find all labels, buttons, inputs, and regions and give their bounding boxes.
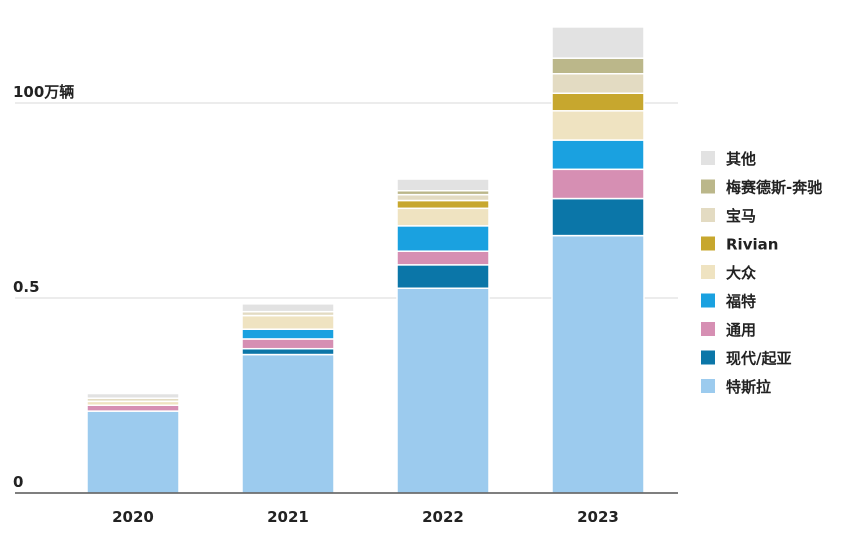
x-tick-label: 2021 (267, 508, 309, 526)
bar-segment (86, 404, 180, 412)
legend-swatch (701, 179, 715, 194)
bar-segment (551, 92, 645, 112)
bar-segment (551, 73, 645, 94)
bar-segment (551, 168, 645, 200)
legend-label: 通用 (726, 321, 756, 339)
legend-label: 梅赛德斯-奔驰 (726, 179, 822, 197)
legend-swatch (701, 379, 715, 393)
legend-swatch (701, 293, 715, 308)
legend-swatch (701, 350, 715, 365)
bar-segment (396, 207, 490, 227)
bar-segment (241, 303, 335, 313)
legend-label: 现代/起亚 (726, 350, 791, 368)
x-tick-label: 2023 (577, 508, 619, 526)
bar-segment (241, 314, 335, 330)
legend-label: 其他 (726, 150, 756, 168)
legend-label: 大众 (726, 264, 756, 282)
bar-segment (241, 353, 335, 494)
bar-segment (241, 347, 335, 356)
bar-segment (396, 193, 490, 202)
bar-segment (396, 225, 490, 252)
y-tick-label: 100万辆 (13, 83, 74, 101)
bar-segment (396, 199, 490, 210)
bar-segment (551, 197, 645, 237)
bar-segment (241, 338, 335, 350)
legend-label: 宝马 (726, 207, 756, 225)
x-tick-label: 2022 (422, 508, 464, 526)
bar-segment (86, 392, 180, 399)
legend-label: 特斯拉 (726, 378, 771, 396)
bar-segment (396, 287, 490, 494)
legend-swatch (701, 236, 715, 251)
bar-segment (551, 139, 645, 171)
legend-swatch (701, 265, 715, 279)
bars (86, 26, 645, 494)
y-tick-label: 0.5 (13, 278, 40, 296)
x-tick-label: 2020 (112, 508, 154, 526)
y-tick-label: 0 (13, 473, 23, 491)
legend-label: 福特 (725, 293, 756, 311)
legend-swatch (701, 208, 715, 222)
bar-segment (396, 264, 490, 290)
bar-segment (241, 328, 335, 340)
bar-segment (551, 234, 645, 494)
bar-segment (396, 250, 490, 266)
legend-swatch (701, 322, 715, 336)
legend-label: Rivian (726, 236, 778, 254)
bar-segment (396, 178, 490, 192)
bar-segment (551, 57, 645, 75)
bar-segment (551, 26, 645, 59)
bar-segment (86, 410, 180, 494)
legend-swatch (701, 151, 715, 165)
bar-segment (551, 110, 645, 141)
axes: 0 0.5 100万辆 2020 2021 2022 2023 (13, 83, 678, 526)
